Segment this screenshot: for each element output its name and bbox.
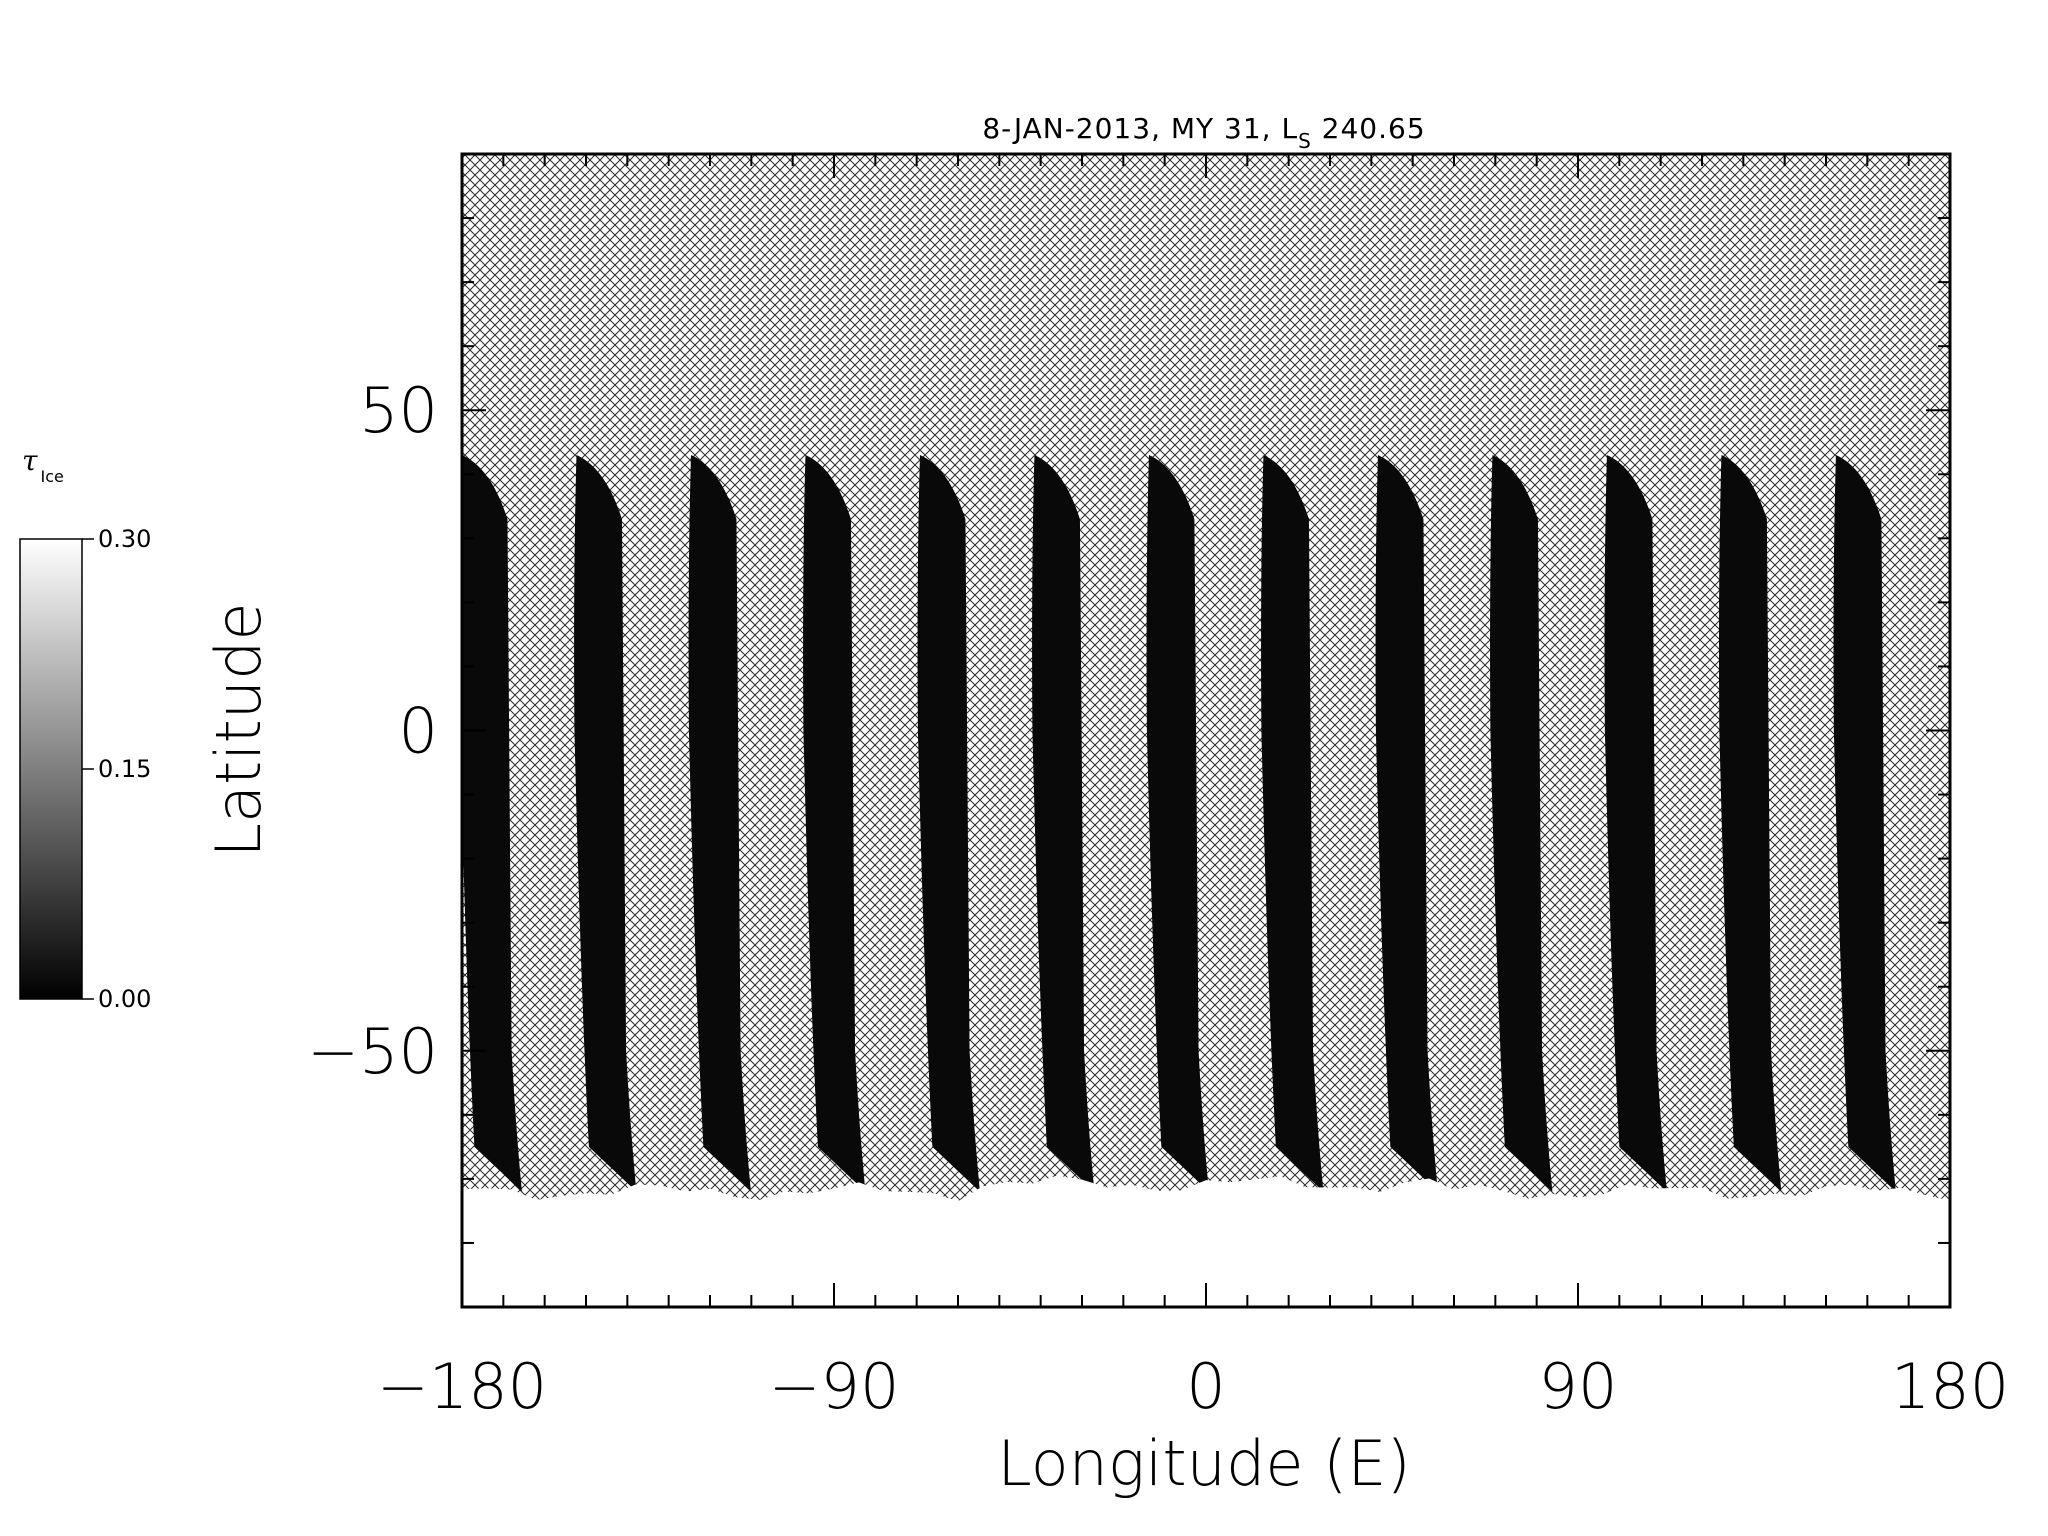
chart-title: 8-JAN-2013, MY 31, LS 240.65: [982, 112, 1425, 153]
x-tick-labels: −180 −90 0 90 180: [377, 1350, 2009, 1423]
plot-area: [462, 154, 1950, 1307]
swath-7: [1146, 455, 1209, 1192]
y-axis-title: Latitude: [202, 602, 275, 857]
swath-5: [917, 455, 980, 1192]
swath-11: [1604, 455, 1667, 1192]
y-tick-label: 0: [399, 695, 438, 768]
swath-12: [1719, 455, 1782, 1192]
swath-3: [688, 455, 751, 1192]
colorbar-gradient: [19, 538, 83, 1000]
x-tick-label: 0: [1186, 1350, 1225, 1423]
colorbar-ticks: 0.00 0.15 0.30: [82, 525, 151, 1013]
swath-6: [1032, 455, 1095, 1192]
swath-2: [574, 455, 637, 1192]
y-tick-label: −50: [307, 1015, 438, 1088]
swath-9: [1375, 455, 1438, 1192]
chart-title-suffix: 240.65: [1312, 112, 1426, 145]
x-tick-label: −90: [769, 1350, 900, 1423]
x-axis-title: Longitude (E): [997, 1427, 1410, 1500]
south-polar-cap: [462, 1175, 1950, 1307]
colorbar-tick-label: 0.00: [98, 985, 151, 1013]
swath-1: [462, 455, 522, 1192]
chart-title-main: 8-JAN-2013, MY 31, L: [982, 112, 1298, 145]
x-tick-label: −180: [377, 1350, 547, 1423]
colorbar-title-symbol: τ: [22, 444, 38, 477]
colorbar-tick-label: 0.15: [98, 755, 151, 783]
colorbar-title: τ Ice: [22, 444, 64, 486]
y-tick-labels: −50 0 50: [307, 374, 438, 1088]
swath-8: [1261, 455, 1324, 1192]
x-tick-label: 180: [1891, 1350, 2009, 1423]
swath-13: [1833, 455, 1896, 1192]
colorbar-title-subscript: Ice: [41, 467, 64, 486]
polar-cap-layer: [462, 1175, 1950, 1307]
axis-ticks: [461, 153, 1951, 1308]
colorbar-tick-label: 0.30: [98, 525, 151, 553]
swath-10: [1490, 455, 1553, 1192]
swath-4: [803, 455, 866, 1192]
swath-layer: [462, 455, 1896, 1192]
chart-title-subscript: S: [1298, 129, 1312, 153]
y-tick-label: 50: [359, 374, 438, 447]
colorbar: τ Ice 0.00 0.15 0.30: [19, 444, 151, 1013]
x-tick-label: 90: [1539, 1350, 1618, 1423]
